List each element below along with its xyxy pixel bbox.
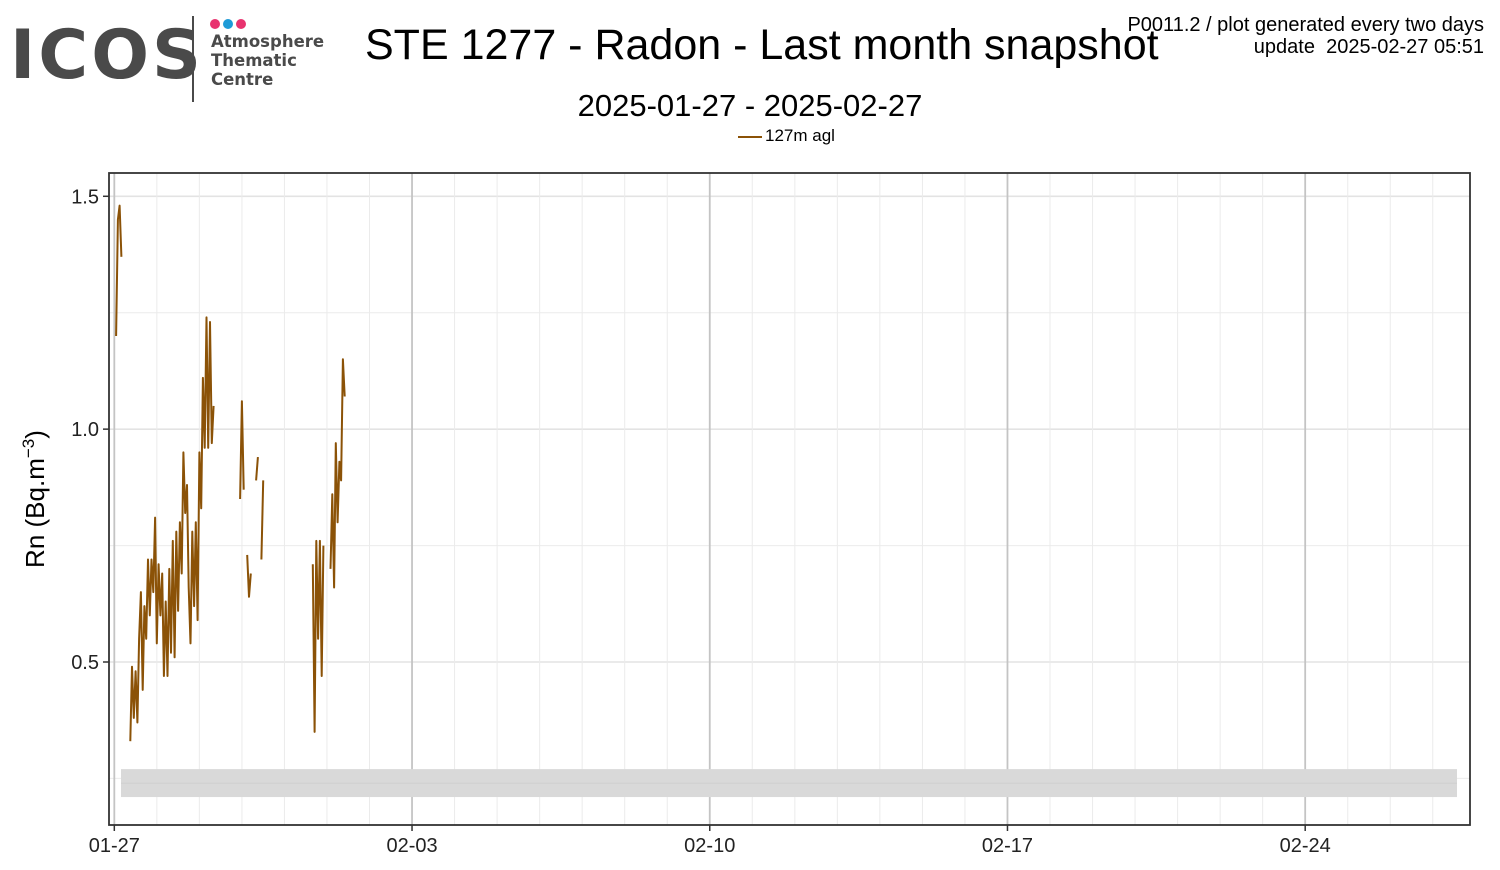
x-tick-label: 02-03 (386, 835, 437, 857)
series-segment (246, 554, 252, 598)
legend-label: 127m agl (765, 126, 835, 145)
series-127m-agl (115, 204, 346, 742)
logo-line-atmosphere: Atmosphere (211, 32, 325, 51)
series-segment (239, 400, 245, 500)
x-tick-label: 02-10 (684, 835, 735, 857)
chart-subtitle: 2025-01-27 - 2025-02-27 (577, 88, 923, 123)
y-tick-label: 0.5 (71, 652, 99, 674)
y-tick-label: 1.0 (71, 419, 99, 441)
logo-divider (192, 16, 194, 102)
y-tick-label: 1.5 (71, 186, 99, 208)
series-segment (115, 204, 123, 337)
logo-dots (210, 16, 249, 34)
x-tick-label: 02-17 (982, 835, 1033, 857)
logo-dot-1 (210, 19, 220, 29)
update-timestamp: update 2025-02-27 05:51 (1253, 36, 1484, 58)
series-segment (329, 358, 346, 589)
plot-generation-note: P0011.2 / plot generated every two days (1127, 14, 1484, 36)
logo-wordmark: ICOS (10, 16, 204, 95)
chart-legend: 127m agl (738, 126, 835, 146)
logo-line-thematic: Thematic (211, 51, 297, 70)
logo-line-centre: Centre (211, 70, 274, 89)
logo-text: Atmosphere Thematic Centre (211, 32, 324, 89)
plot-metadata: P0011.2 / plot generated every two days u… (1127, 14, 1484, 58)
series-segment (255, 457, 259, 481)
series-segment (260, 480, 265, 560)
legend-swatch (738, 135, 762, 138)
plot-panel (109, 173, 1470, 825)
x-tick-label: 01-27 (89, 835, 140, 857)
chart-title: STE 1277 - Radon - Last month snapshot (365, 21, 1159, 69)
logo-dot-2 (223, 19, 233, 29)
x-tick-label: 02-24 (1280, 835, 1331, 857)
series-segment (311, 539, 325, 733)
series-segment (129, 316, 215, 742)
y-axis-label: Rn (Bq.m−3) (19, 430, 50, 568)
plot-border (108, 172, 1471, 826)
logo-dot-3 (236, 19, 246, 29)
icos-logo: ICOS Atmosphere Thematic Centre (10, 14, 330, 106)
